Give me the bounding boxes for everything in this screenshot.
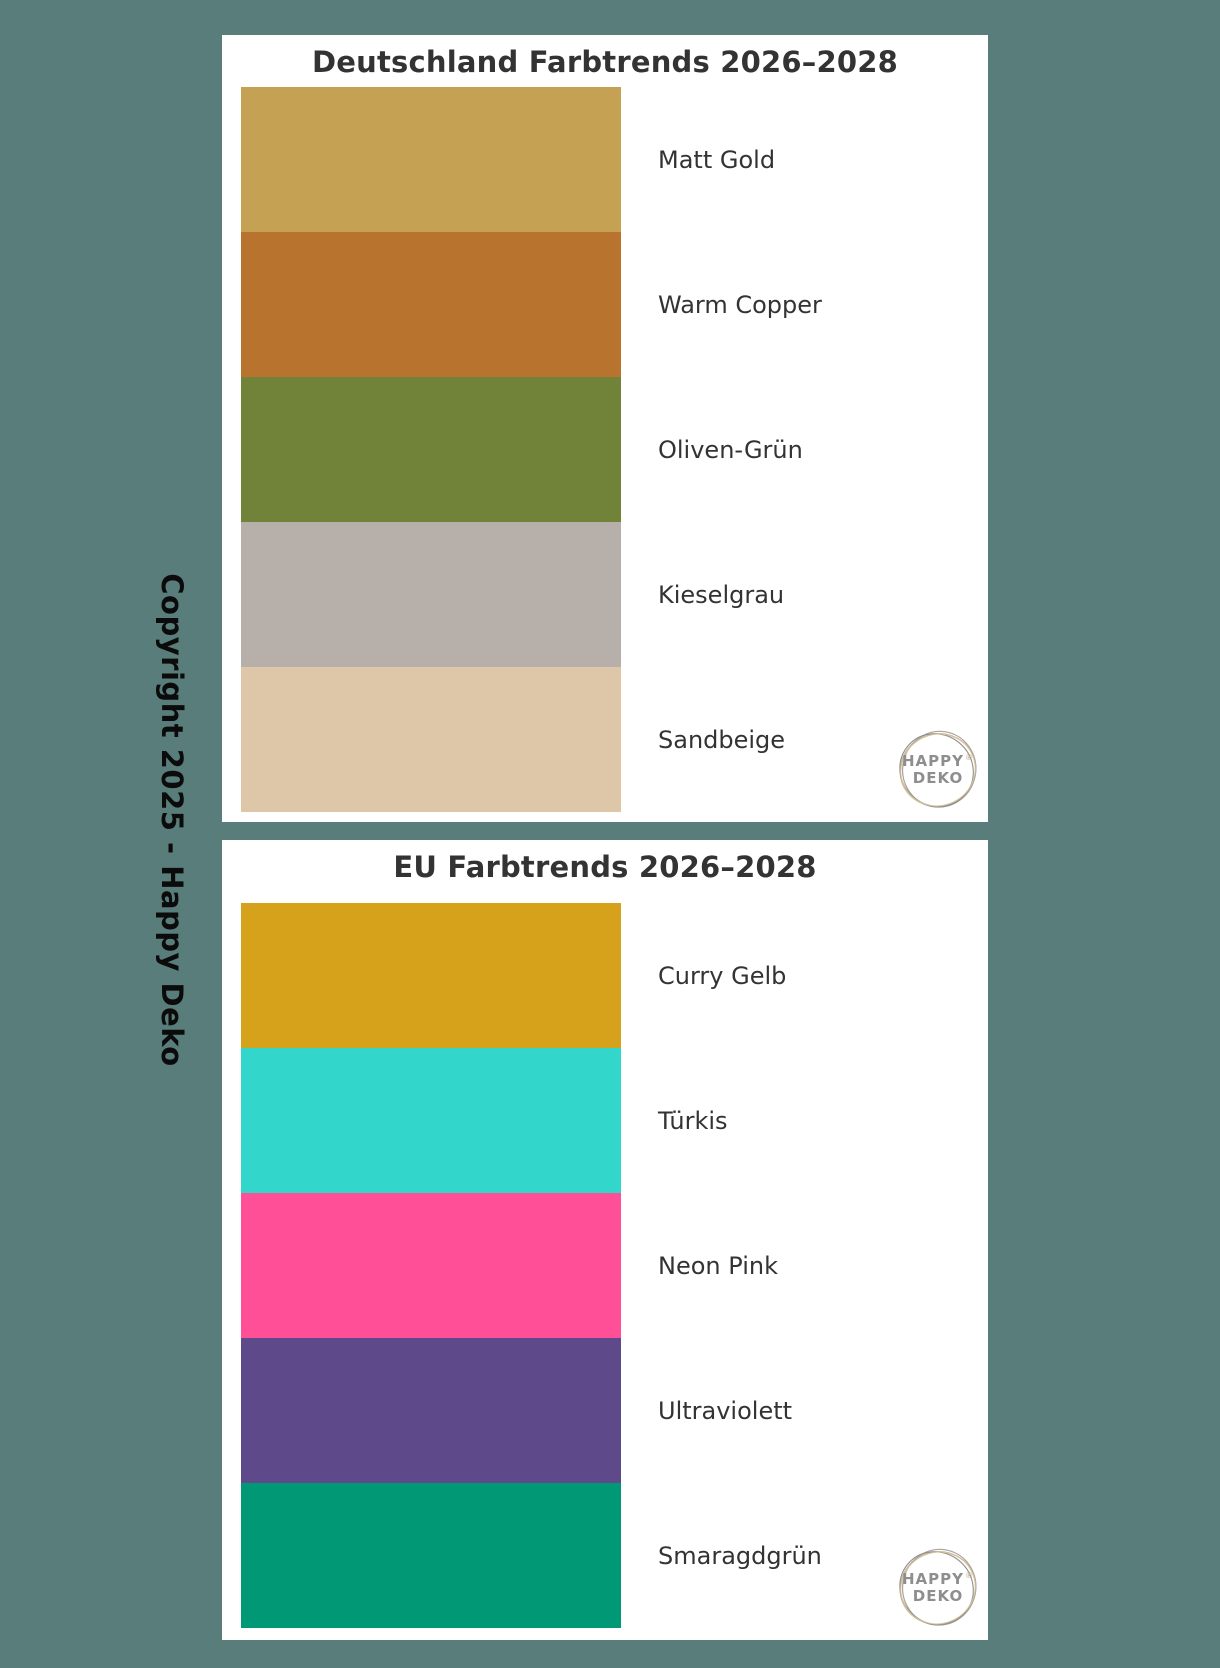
swatch-label: Türkis: [658, 1106, 728, 1135]
swatch-label: Warm Copper: [658, 290, 822, 319]
color-swatch-warm-copper: [241, 232, 621, 377]
registered-trademark-icon: ®: [965, 753, 974, 763]
palette-row: Smaragdgrün: [241, 1483, 988, 1628]
palette-row: Matt Gold: [241, 87, 988, 232]
logo-line-happy: HAPPY®: [902, 753, 974, 770]
swatch-label: Neon Pink: [658, 1251, 778, 1280]
logo-line-happy: HAPPY®: [902, 1571, 974, 1588]
logo-text: HAPPY® DEKO: [896, 1546, 980, 1630]
card-title-eu: EU Farbtrends 2026–2028: [393, 850, 817, 884]
color-swatch-smaragdgruen: [241, 1483, 621, 1628]
swatch-label: Matt Gold: [658, 145, 776, 174]
color-swatch-curry-gelb: [241, 903, 621, 1048]
logo-rings-icon: [899, 1548, 977, 1626]
color-swatch-matt-gold: [241, 87, 621, 232]
logo-word-happy: HAPPY: [901, 752, 964, 771]
logo-text: HAPPY® DEKO: [896, 728, 980, 812]
palette-row: Sandbeige: [241, 667, 988, 812]
swatch-label: Oliven-Grün: [658, 435, 803, 464]
card-deutschland-farbtrends: Deutschland Farbtrends 2026–2028 Matt Go…: [222, 35, 988, 822]
color-swatch-neon-pink: [241, 1193, 621, 1338]
color-swatch-tuerkis: [241, 1048, 621, 1193]
card-title-deutschland: Deutschland Farbtrends 2026–2028: [311, 45, 899, 79]
color-swatch-sandbeige: [241, 667, 621, 812]
palette-row: Neon Pink: [241, 1193, 988, 1338]
palette-row: Ultraviolett: [241, 1338, 988, 1483]
logo-word-happy: HAPPY: [901, 1570, 964, 1589]
color-swatch-oliven-gruen: [241, 377, 621, 522]
logo-line-deko: DEKO: [912, 769, 964, 787]
swatch-list: Curry Gelb Türkis Neon Pink Ultraviolett…: [241, 903, 988, 1628]
palette-row: Warm Copper: [241, 232, 988, 377]
palette-row: Curry Gelb: [241, 903, 988, 1048]
palette-row: Kieselgrau: [241, 522, 988, 667]
palette-row: Oliven-Grün: [241, 377, 988, 522]
swatch-label: Ultraviolett: [658, 1396, 793, 1425]
card-eu-farbtrends: EU Farbtrends 2026–2028 Curry Gelb Türki…: [222, 840, 988, 1640]
copyright-text: Copyright 2025 - Happy Deko: [155, 573, 189, 1067]
happy-deko-logo: HAPPY® DEKO: [896, 1546, 980, 1630]
swatch-list: Matt Gold Warm Copper Oliven-Grün Kiesel…: [241, 87, 988, 812]
swatch-label: Smaragdgrün: [658, 1541, 822, 1570]
color-swatch-kieselgrau: [241, 522, 621, 667]
logo-line-deko: DEKO: [912, 1587, 964, 1605]
swatch-label: Curry Gelb: [658, 961, 787, 990]
registered-trademark-icon: ®: [965, 1571, 974, 1581]
happy-deko-logo: HAPPY® DEKO: [896, 728, 980, 812]
swatch-label: Sandbeige: [658, 725, 786, 754]
swatch-label: Kieselgrau: [658, 580, 785, 609]
color-swatch-ultraviolett: [241, 1338, 621, 1483]
palette-row: Türkis: [241, 1048, 988, 1193]
logo-rings-icon: [899, 730, 977, 808]
